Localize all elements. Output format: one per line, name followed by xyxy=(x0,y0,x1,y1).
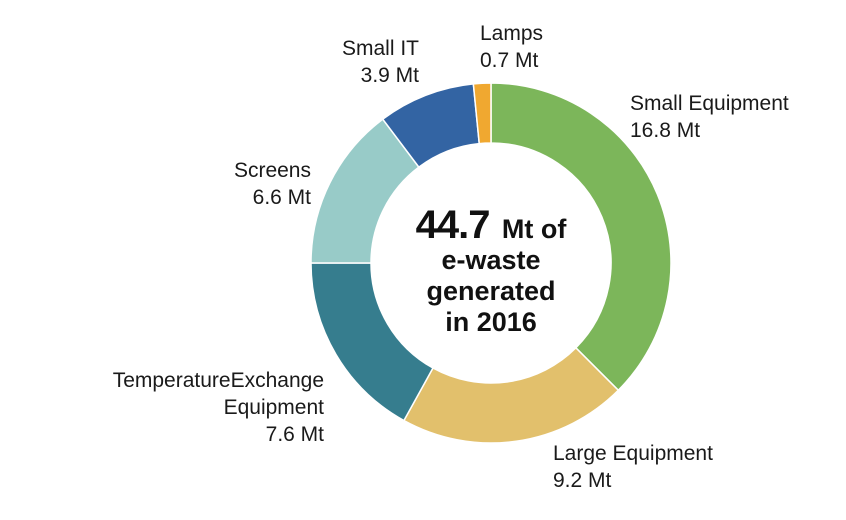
label-name: Screens xyxy=(234,159,311,182)
label-value: 9.2 Mt xyxy=(553,469,612,492)
center-total-unit: Mt of xyxy=(502,214,567,244)
labels-group: Small Equipment 16.8 Mt Large Equipment 9.2… xyxy=(113,22,789,492)
label-name: Small Equipment xyxy=(630,92,789,115)
label-name: TemperatureExchange xyxy=(113,369,324,392)
label-small-it: Small IT 3.9 Mt xyxy=(342,37,419,87)
donut-hole xyxy=(371,143,611,383)
slices-group xyxy=(310,82,672,444)
label-temperatureexchange-equipment: TemperatureExchange Equipment 7.6 Mt xyxy=(113,369,324,446)
center-line-4: in 2016 xyxy=(445,307,537,337)
label-name: Large Equipment xyxy=(553,442,713,465)
center-total-value: 44.7 xyxy=(416,203,490,247)
label-value: 7.6 Mt xyxy=(266,423,325,446)
label-name: Equipment xyxy=(224,396,325,419)
center-line-3: generated xyxy=(426,276,555,306)
center-line-2: e-waste xyxy=(441,245,540,275)
label-value: 0.7 Mt xyxy=(480,49,539,72)
label-screens: Screens 6.6 Mt xyxy=(234,159,311,209)
label-name: Small IT xyxy=(342,37,419,60)
label-small-equipment: Small Equipment 16.8 Mt xyxy=(630,92,789,142)
center-text: 44.7 Mt of e-waste generated in 2016 xyxy=(416,203,568,337)
label-value: 6.6 Mt xyxy=(253,186,312,209)
center-line-1: 44.7 Mt of xyxy=(416,203,568,247)
label-large-equipment: Large Equipment 9.2 Mt xyxy=(553,442,713,492)
label-value: 16.8 Mt xyxy=(630,119,700,142)
label-value: 3.9 Mt xyxy=(361,64,420,87)
label-name: Lamps xyxy=(480,22,543,45)
label-lamps: Lamps 0.7 Mt xyxy=(480,22,543,72)
